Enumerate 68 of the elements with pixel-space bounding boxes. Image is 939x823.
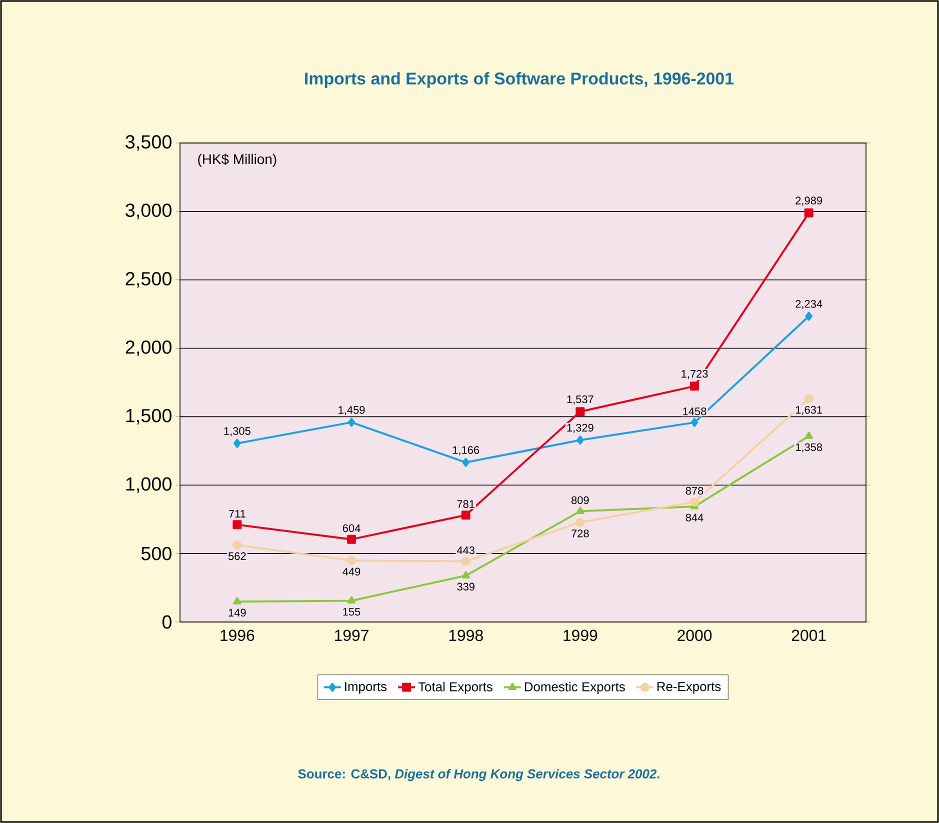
point bbox=[690, 382, 700, 391]
data-label: 1,166 bbox=[452, 446, 480, 456]
legend-label: Imports bbox=[345, 682, 387, 694]
data-label: 711 bbox=[229, 510, 246, 518]
data-label: 1,459 bbox=[338, 406, 365, 416]
point bbox=[690, 497, 700, 506]
x-tick-label: 2000 bbox=[678, 630, 712, 642]
data-label: 604 bbox=[342, 524, 360, 532]
data-label: 562 bbox=[228, 552, 246, 560]
y-tick-label: 1,000 bbox=[126, 477, 172, 493]
data-label: 449 bbox=[342, 568, 360, 576]
legend-label: Total Exports bbox=[418, 682, 492, 694]
data-label: 2,989 bbox=[796, 196, 822, 206]
point bbox=[462, 571, 470, 578]
point bbox=[462, 458, 470, 467]
data-label: 443 bbox=[456, 546, 474, 554]
data-label: 1,723 bbox=[682, 370, 708, 379]
point bbox=[805, 312, 812, 321]
point bbox=[347, 534, 356, 544]
data-label: 809 bbox=[572, 496, 589, 504]
source-note: Source: C&SD, Digest of Hong Kong Services Sector 2002. bbox=[298, 768, 660, 782]
data-label: 1,329 bbox=[567, 424, 594, 433]
y-tick-label: 500 bbox=[141, 546, 172, 560]
x-tick-label: 1999 bbox=[564, 630, 598, 642]
data-label: 728 bbox=[572, 530, 589, 538]
data-label: 2,234 bbox=[796, 300, 822, 310]
point bbox=[461, 556, 470, 566]
y-tick-label: 0 bbox=[162, 615, 172, 629]
legend-label: Re-Exports bbox=[657, 682, 721, 694]
data-label: 781 bbox=[457, 500, 474, 508]
chart-title: Imports and Exports of Software Products, 1996-2001 bbox=[305, 72, 734, 88]
point bbox=[461, 510, 470, 520]
data-label: 149 bbox=[228, 608, 246, 617]
point bbox=[232, 520, 242, 530]
point bbox=[347, 596, 356, 604]
point bbox=[804, 208, 814, 218]
y-tick-label: 1,500 bbox=[126, 408, 172, 425]
point bbox=[690, 418, 698, 427]
annotation: (HK$ Million) bbox=[198, 154, 276, 167]
point bbox=[232, 540, 242, 550]
point bbox=[347, 556, 356, 566]
x-tick-label: 2001 bbox=[792, 630, 826, 642]
data-label: 1458 bbox=[683, 408, 706, 416]
data-label: 844 bbox=[686, 514, 704, 522]
y-tick-label: 3,000 bbox=[126, 204, 172, 220]
data-label: 1,305 bbox=[224, 427, 250, 436]
y-tick-label: 2,500 bbox=[126, 272, 172, 288]
data-label: 1,631 bbox=[796, 406, 822, 416]
point bbox=[234, 438, 241, 448]
x-tick-label: 1997 bbox=[334, 630, 368, 642]
y-tick-label: 2,000 bbox=[126, 340, 172, 356]
y-tick-label: 3,500 bbox=[126, 135, 172, 151]
x-tick-label: 1996 bbox=[220, 630, 254, 642]
point bbox=[804, 432, 813, 439]
data-label: 339 bbox=[457, 582, 474, 591]
data-label: 1,537 bbox=[567, 395, 594, 404]
data-label: 1,358 bbox=[796, 443, 822, 452]
point bbox=[576, 518, 585, 527]
data-label: 878 bbox=[686, 486, 704, 495]
data-label: 155 bbox=[343, 608, 360, 616]
point bbox=[233, 597, 242, 604]
point bbox=[348, 418, 356, 427]
x-tick-label: 1998 bbox=[449, 630, 483, 642]
point bbox=[576, 436, 584, 445]
legend-label: Domestic Exports bbox=[524, 682, 625, 694]
point bbox=[576, 506, 584, 514]
point bbox=[576, 407, 585, 416]
point bbox=[804, 394, 814, 404]
